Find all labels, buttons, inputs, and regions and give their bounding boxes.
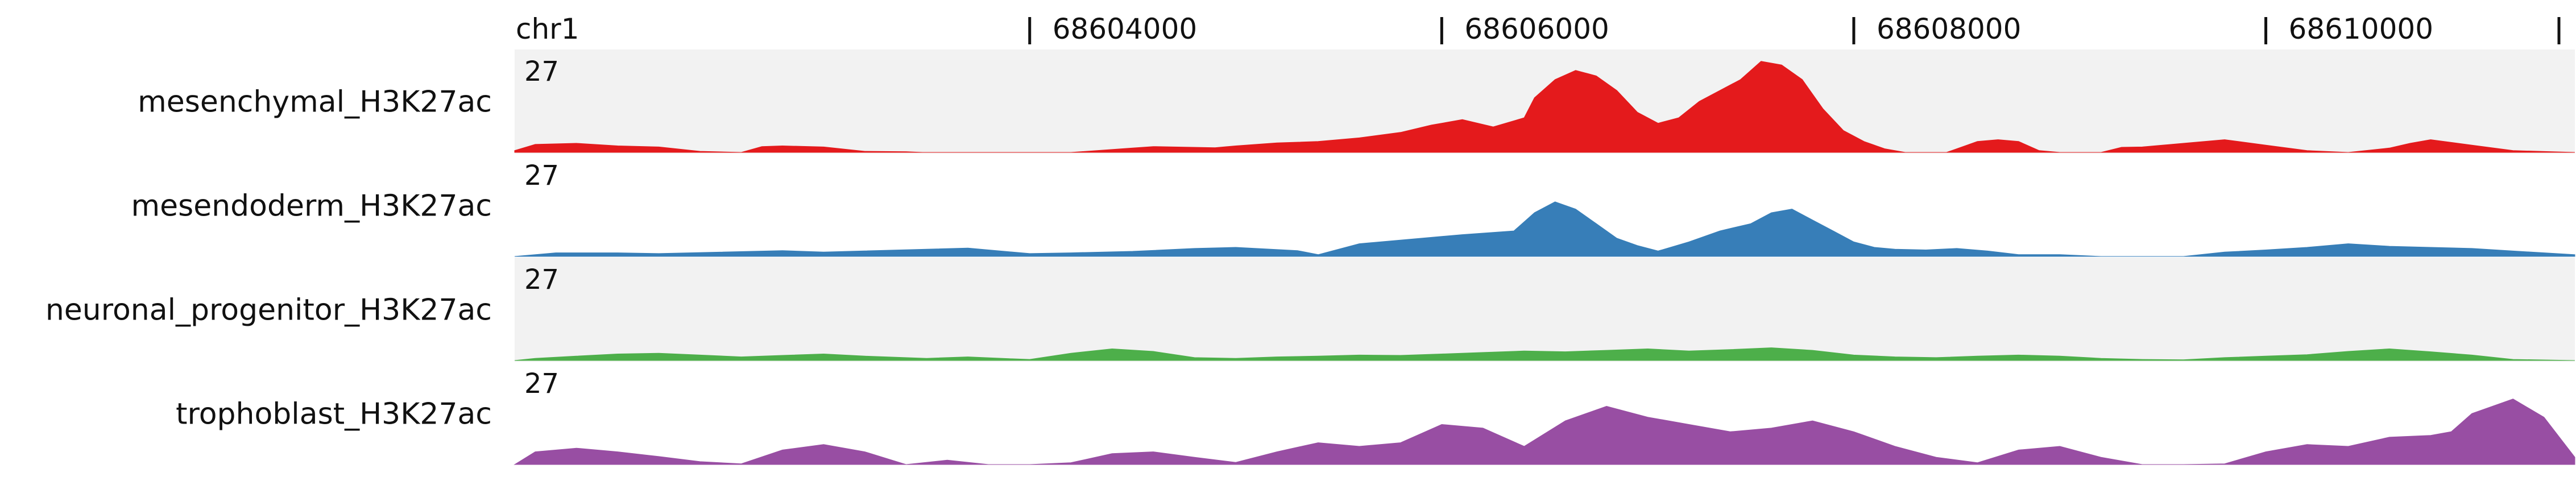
track-scale-label: 27 [524,56,559,88]
chromosome-label: chr1 [516,13,579,45]
signal-area-neuronal_progenitor_H3K27ac [514,347,2575,361]
track-background [515,258,2575,362]
axis-tick-label: 68610000 [2289,13,2433,45]
track-label: mesenchymal_H3K27ac [138,85,492,119]
track-scale-label: 27 [524,368,559,400]
track-label: trophoblast_H3K27ac [176,397,492,432]
track-label: neuronal_progenitor_H3K27ac [45,293,492,327]
genomic-axis: chr1 68604000 68606000 68608000 68610000 [516,13,2561,45]
track-trophoblast_H3K27ac: trophoblast_H3K27ac 27 [176,362,2575,466]
axis-tick-label: 68606000 [1464,13,1609,45]
signal-area-mesenchymal_H3K27ac [514,61,2575,153]
track-scale-label: 27 [524,264,559,296]
signal-area-trophoblast_H3K27ac [513,399,2575,465]
axis-tick-label: 68608000 [1877,13,2022,45]
track-mesenchymal_H3K27ac: mesenchymal_H3K27ac 27 [138,49,2575,154]
axis-tick-label: 68604000 [1053,13,1198,45]
track-mesendoderm_H3K27ac: mesendoderm_H3K27ac 27 [131,154,2575,258]
track-label: mesendoderm_H3K27ac [131,189,492,223]
tracks: mesenchymal_H3K27ac27mesendoderm_H3K27ac… [45,49,2575,466]
track-scale-label: 27 [524,160,559,192]
signal-area-mesendoderm_H3K27ac [514,201,2575,257]
track-neuronal_progenitor_H3K27ac: neuronal_progenitor_H3K27ac 27 [45,258,2575,362]
